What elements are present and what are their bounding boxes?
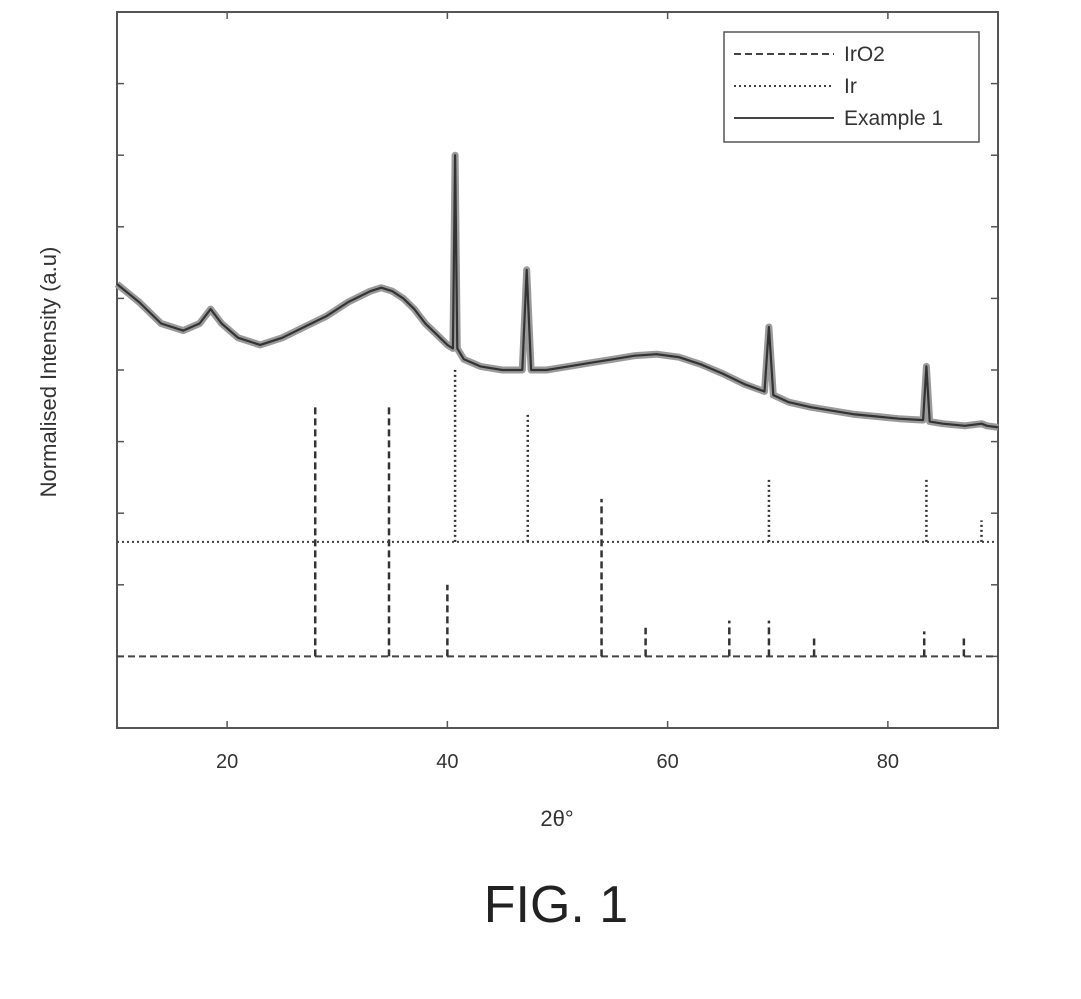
x-tick-label: 80 (877, 751, 899, 773)
legend-label-iro2: IrO2 (844, 43, 885, 66)
series-example-1-line (117, 155, 998, 427)
legend: IrO2 Ir Example 1 (724, 32, 979, 142)
x-axis-label: 2θ° (540, 806, 573, 831)
x-tick-label: 60 (657, 751, 679, 773)
series-example-1-halo (117, 155, 998, 427)
series-layer (117, 155, 998, 656)
figure-caption: FIG. 1 (484, 876, 628, 934)
legend-label-ir: Ir (844, 75, 857, 98)
series-ir-group (117, 370, 998, 542)
y-axis-label: Normalised Intensity (a.u) (36, 247, 61, 498)
series-iro2-group (117, 406, 998, 657)
x-tick-label: 40 (436, 751, 458, 773)
legend-label-example-1: Example 1 (844, 107, 943, 130)
x-tick-label: 20 (216, 751, 238, 773)
